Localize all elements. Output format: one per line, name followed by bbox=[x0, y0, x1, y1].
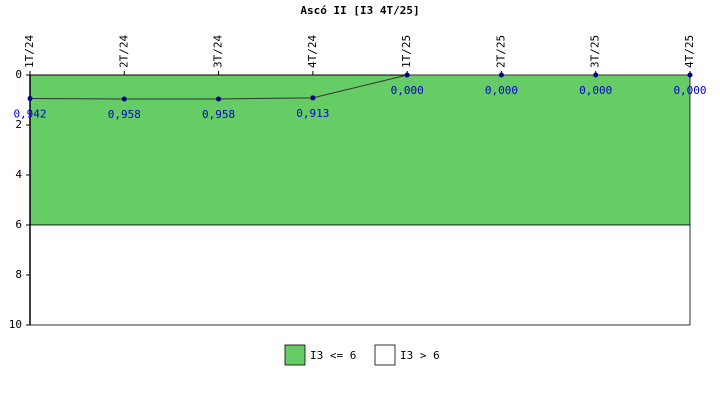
data-point bbox=[27, 96, 33, 102]
legend-swatch bbox=[374, 344, 396, 366]
x-tick-label: 1T/25 bbox=[400, 35, 413, 68]
band bbox=[29, 224, 691, 326]
chart-title: Ascó II [I3 4T/25] bbox=[300, 4, 419, 17]
legend-label: I3 > 6 bbox=[400, 349, 440, 362]
data-point bbox=[593, 72, 599, 78]
x-tick-label: 3T/25 bbox=[589, 35, 602, 68]
data-point bbox=[216, 96, 222, 102]
data-point bbox=[404, 72, 410, 78]
data-point bbox=[121, 96, 127, 102]
data-point bbox=[498, 72, 504, 78]
value-label: 0,000 bbox=[579, 84, 612, 97]
x-tick-label: 2T/25 bbox=[494, 35, 507, 68]
legend-swatch bbox=[284, 344, 306, 366]
value-label: 0,958 bbox=[202, 108, 235, 121]
value-label: 0,000 bbox=[673, 84, 706, 97]
y-tick-label: 6 bbox=[15, 218, 22, 231]
y-tick-label: 4 bbox=[15, 168, 22, 181]
x-tick-label: 4T/25 bbox=[683, 35, 696, 68]
x-tick-label: 3T/24 bbox=[212, 35, 225, 68]
value-label: 0,942 bbox=[13, 108, 46, 121]
data-point bbox=[310, 95, 316, 101]
y-tick-label: 10 bbox=[9, 318, 22, 331]
x-tick-label: 1T/24 bbox=[23, 35, 36, 68]
band bbox=[29, 74, 691, 226]
legend-label: I3 <= 6 bbox=[310, 349, 356, 362]
data-point bbox=[687, 72, 693, 78]
y-tick-label: 2 bbox=[15, 118, 22, 131]
value-label: 0,913 bbox=[296, 107, 329, 120]
y-tick-label: 8 bbox=[15, 268, 22, 281]
x-tick-label: 4T/24 bbox=[306, 35, 319, 68]
y-tick-label: 0 bbox=[15, 68, 22, 81]
value-label: 0,000 bbox=[485, 84, 518, 97]
value-label: 0,000 bbox=[391, 84, 424, 97]
value-label: 0,958 bbox=[108, 108, 141, 121]
data-line bbox=[29, 74, 690, 100]
x-tick-label: 2T/24 bbox=[117, 35, 130, 68]
